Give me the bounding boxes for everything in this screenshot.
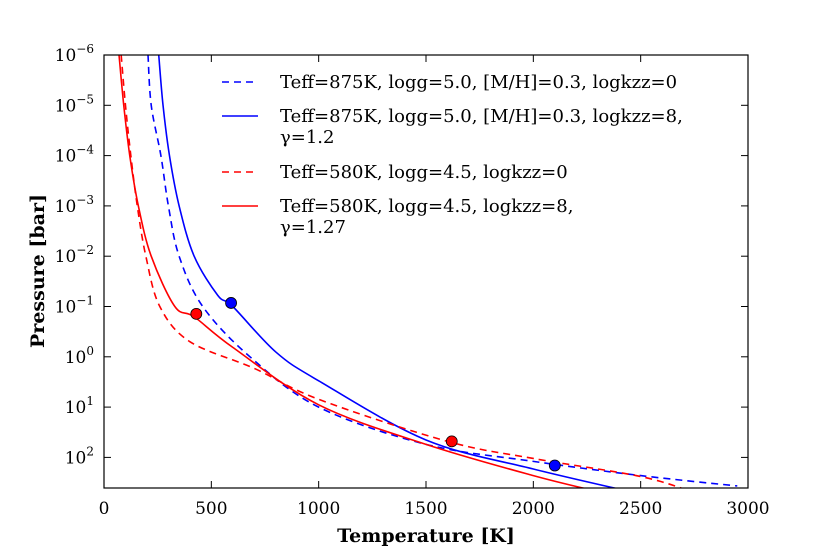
y-tick-label: 100 [65,344,94,368]
legend-label-4: Teff=580K, logg=4.5, logkzz=8, [280,196,573,217]
y-tick-label: 102 [65,444,94,468]
series-line-1 [147,55,738,487]
legend-label-1: Teff=875K, logg=5.0, [M/H]=0.3, logkzz=0 [280,72,677,93]
plot-markers [190,297,561,472]
y-tick-label: 101 [65,394,94,418]
x-axis-ticks: 0 500 1000 1500 2000 2500 3000 [99,55,770,519]
legend-label-3: Teff=580K, logg=4.5, logkzz=0 [280,162,568,183]
legend-label-4-cont: γ=1.27 [280,217,346,238]
y-tick-label: 10−3 [55,193,94,217]
y-tick-label: 10−6 [55,42,94,66]
y-tick-label: 10−4 [55,143,95,167]
y-tick-label: 10−2 [55,243,94,267]
legend: Teff=875K, logg=5.0, [M/H]=0.3, logkzz=0… [222,72,683,238]
legend-label-2-cont: γ=1.2 [280,127,334,148]
x-tick-label: 0 [99,499,110,519]
series-marker-3 [445,435,458,448]
x-tick-label: 1000 [297,499,340,519]
x-tick-label: 3000 [726,499,769,519]
series-marker-4 [190,307,203,320]
x-tick-label: 2000 [512,499,555,519]
x-tick-label: 500 [195,499,227,519]
x-tick-label: 1500 [404,499,447,519]
x-tick-label: 2500 [619,499,662,519]
series-marker-2 [225,297,237,309]
y-tick-label: 10−5 [55,92,94,116]
y-axis-ticks: 10−6 10−5 10−4 10−3 10−2 10−1 100 101 102 [55,42,748,468]
y-tick-label: 10−1 [55,294,94,318]
x-axis-label: Temperature [K] [337,525,515,547]
legend-label-2: Teff=875K, logg=5.0, [M/H]=0.3, logkzz=8… [280,106,683,127]
y-axis-label: Pressure [bar] [27,194,49,348]
series-marker-1 [548,459,561,472]
